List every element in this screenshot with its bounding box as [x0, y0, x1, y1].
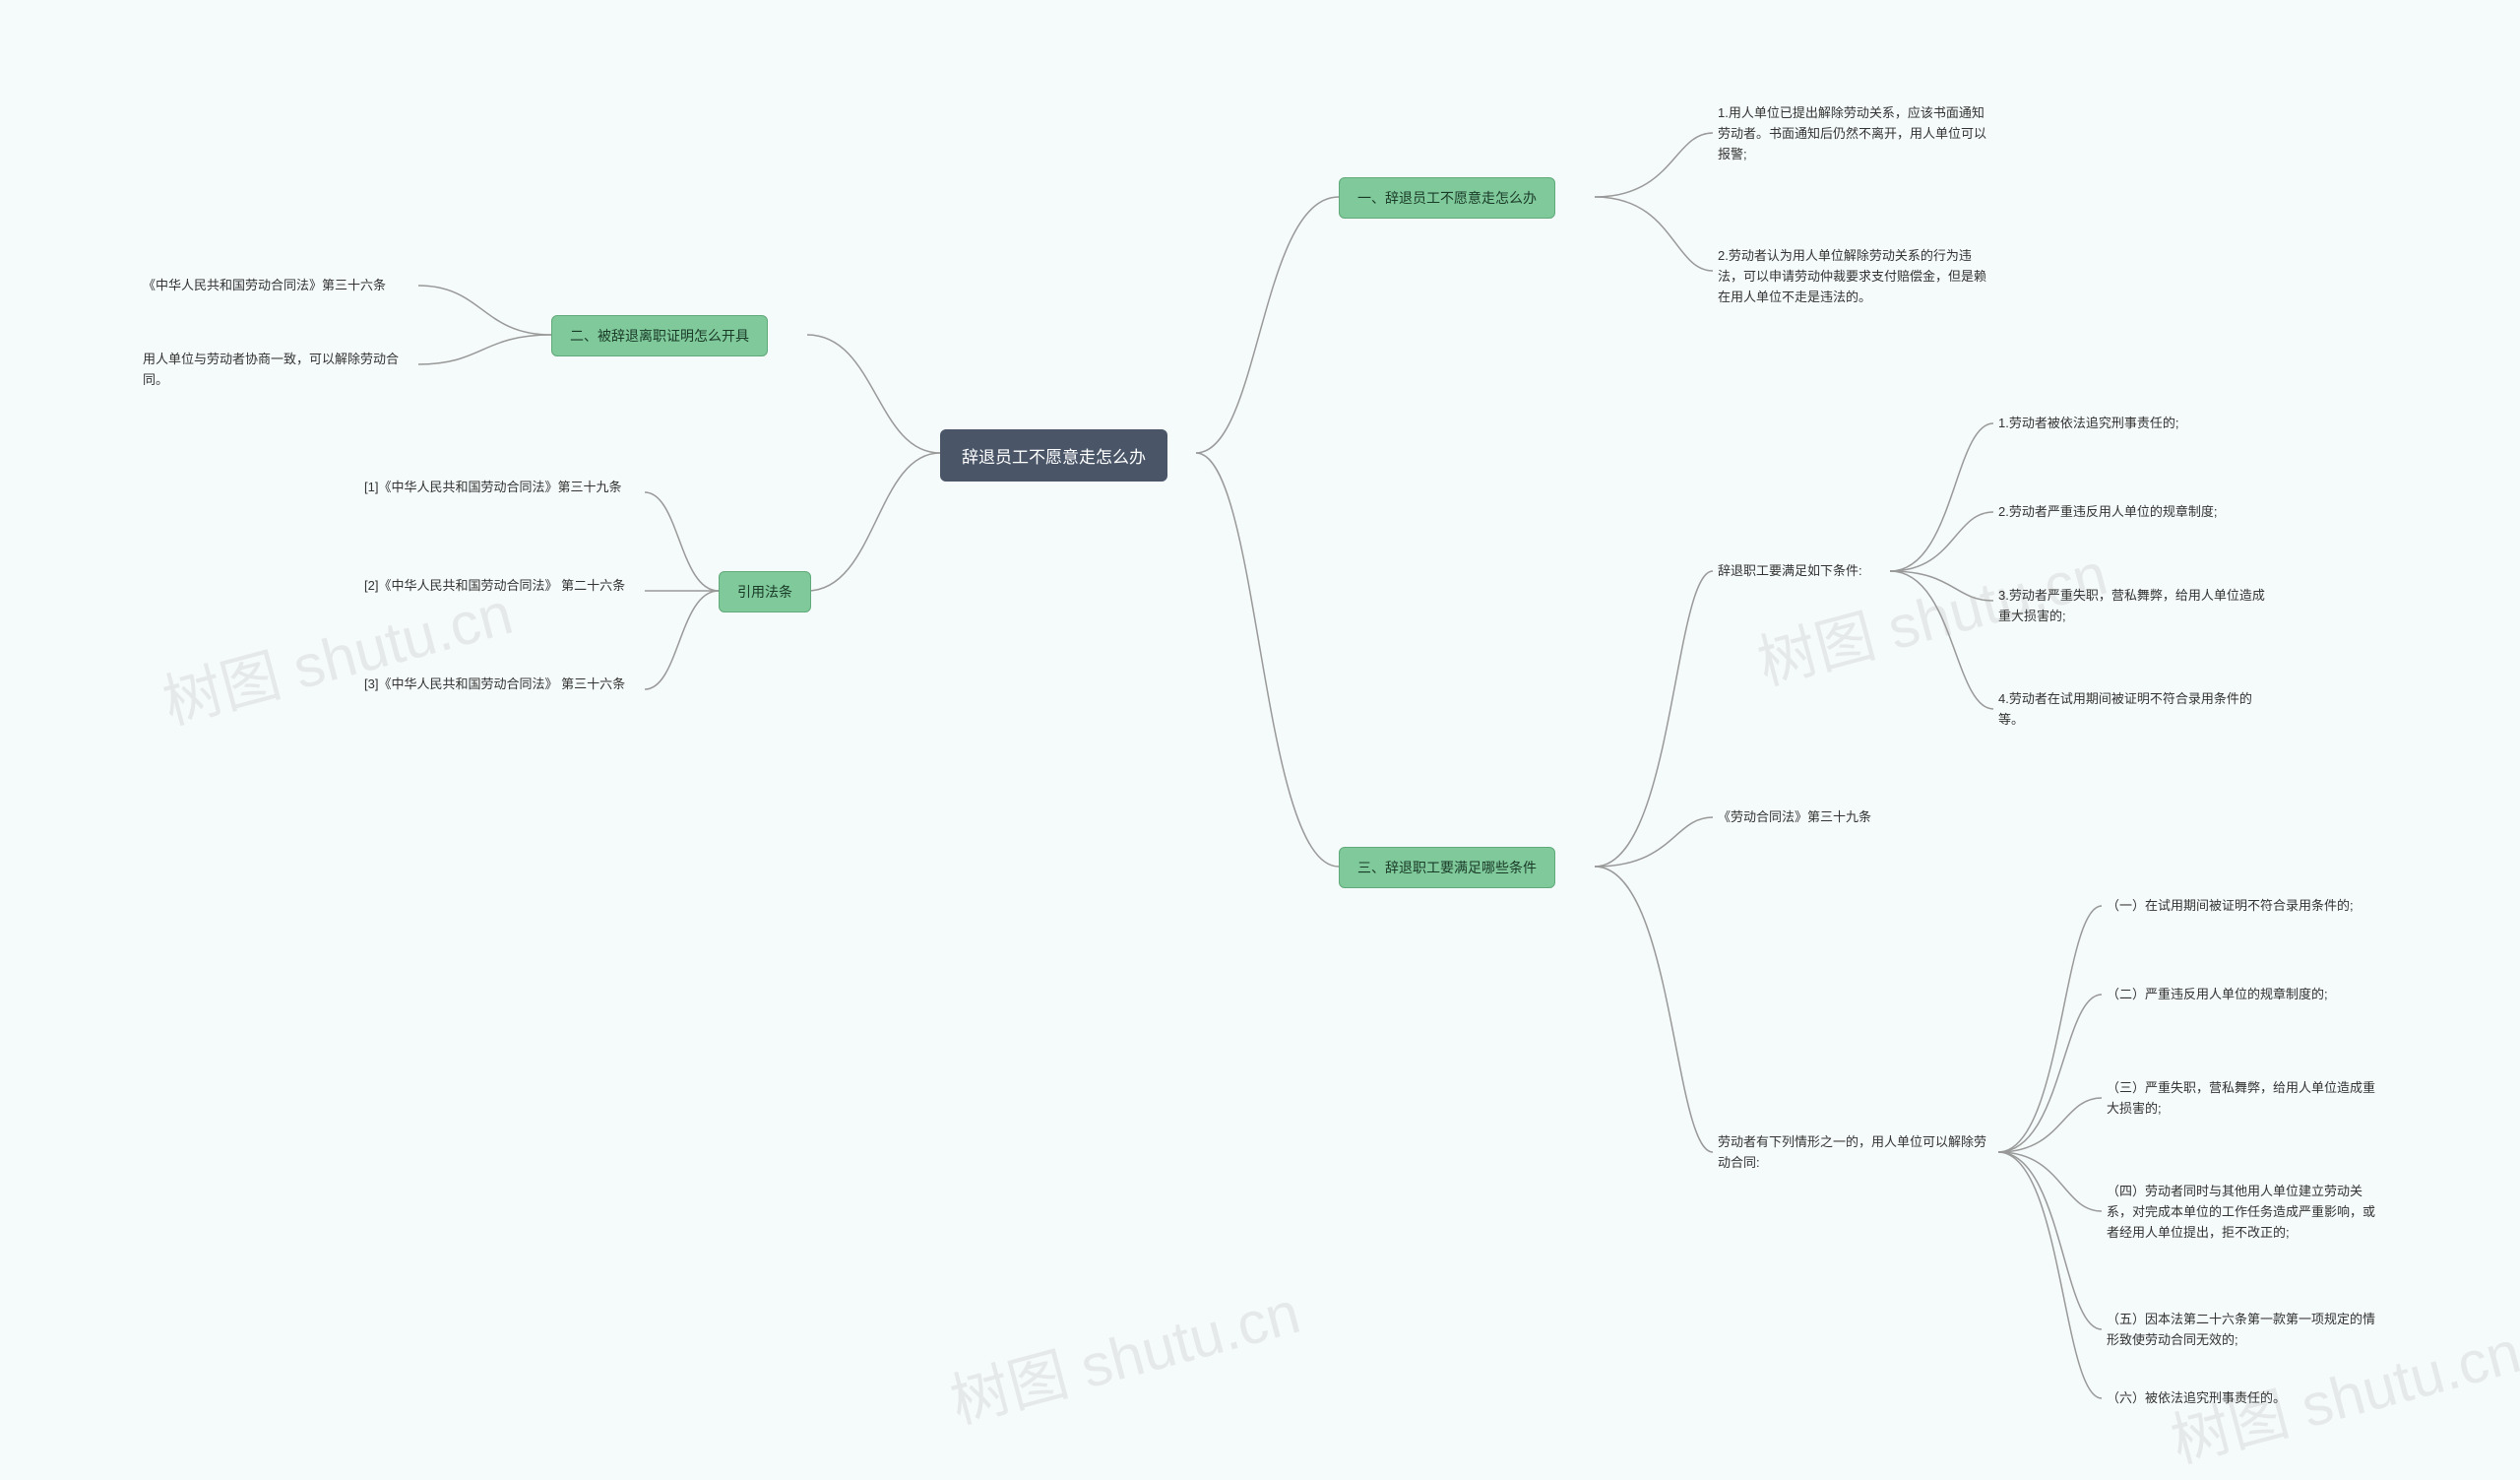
leaf-law-1: [1]《中华人民共和国劳动合同法》第三十九条: [364, 478, 621, 498]
leaf-3-sub3-b: （二）严重违反用人单位的规章制度的;: [2107, 985, 2328, 1005]
major-node-1[interactable]: 一、辞退员工不愿意走怎么办: [1339, 177, 1555, 219]
leaf-3-sub3-d: （四）劳动者同时与其他用人单位建立劳动关系，对完成本单位的工作任务造成严重影响，…: [2107, 1182, 2382, 1243]
leaf-law-2: [2]《中华人民共和国劳动合同法》 第二十六条: [364, 576, 625, 597]
leaf-3-sub1-a: 1.劳动者被依法追究刑事责任的;: [1998, 414, 2178, 434]
major-node-3[interactable]: 三、辞退职工要满足哪些条件: [1339, 847, 1555, 888]
major-node-2[interactable]: 二、被辞退离职证明怎么开具: [551, 315, 768, 356]
leaf-1-2: 2.劳动者认为用人单位解除劳动关系的行为违法，可以申请劳动仲裁要求支付赔偿金，但…: [1718, 246, 1993, 307]
leaf-2-1: 《中华人民共和国劳动合同法》第三十六条: [143, 276, 386, 296]
leaf-3-sub1-c: 3.劳动者严重失职，营私舞弊，给用人单位造成重大损害的;: [1998, 586, 2274, 627]
leaf-law-3: [3]《中华人民共和国劳动合同法》 第三十六条: [364, 675, 625, 695]
leaf-3-sub3: 劳动者有下列情形之一的，用人单位可以解除劳动合同:: [1718, 1132, 1993, 1174]
leaf-3-sub3-f: （六）被依法追究刑事责任的。: [2107, 1388, 2286, 1409]
leaf-3-sub3-e: （五）因本法第二十六条第一款第一项规定的情形致使劳动合同无效的;: [2107, 1310, 2382, 1351]
leaf-3-sub1-d: 4.劳动者在试用期间被证明不符合录用条件的等。: [1998, 689, 2274, 731]
watermark: 树图 shutu.cn: [940, 1264, 1308, 1440]
root-node[interactable]: 辞退员工不愿意走怎么办: [940, 429, 1167, 482]
leaf-3-sub1-b: 2.劳动者严重违反用人单位的规章制度;: [1998, 502, 2217, 523]
leaf-3-sub3-c: （三）严重失职，营私舞弊，给用人单位造成重大损害的;: [2107, 1078, 2382, 1120]
leaf-3-sub3-a: （一）在试用期间被证明不符合录用条件的;: [2107, 896, 2354, 917]
leaf-3-sub1: 辞退职工要满足如下条件:: [1718, 561, 1862, 582]
leaf-2-2: 用人单位与劳动者协商一致，可以解除劳动合同。: [143, 350, 418, 391]
leaf-1-1: 1.用人单位已提出解除劳动关系，应该书面通知劳动者。书面通知后仍然不离开，用人单…: [1718, 103, 1993, 164]
major-node-law[interactable]: 引用法条: [719, 571, 811, 612]
leaf-3-sub2: 《劳动合同法》第三十九条: [1718, 807, 1871, 828]
